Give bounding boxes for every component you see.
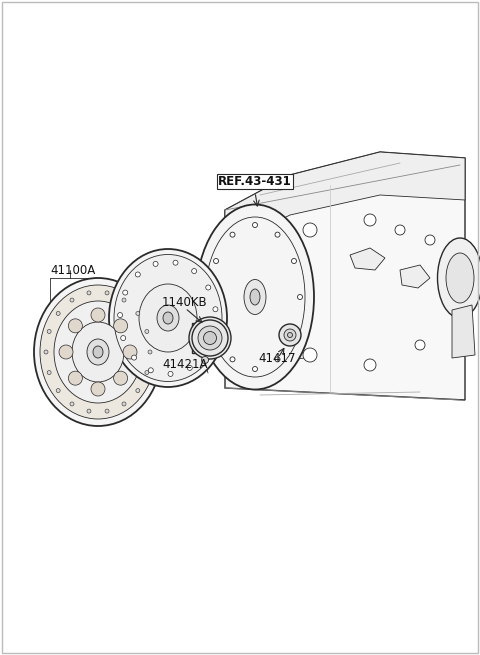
Text: 1140KB: 1140KB — [162, 297, 208, 310]
Polygon shape — [192, 323, 222, 353]
Ellipse shape — [303, 348, 317, 362]
Ellipse shape — [135, 272, 140, 277]
Polygon shape — [225, 152, 465, 400]
Ellipse shape — [54, 301, 142, 403]
Ellipse shape — [120, 335, 126, 341]
Ellipse shape — [252, 223, 257, 227]
Ellipse shape — [34, 278, 162, 426]
Ellipse shape — [214, 331, 218, 335]
Ellipse shape — [132, 355, 136, 360]
Text: 41100A: 41100A — [50, 263, 95, 276]
Ellipse shape — [157, 305, 179, 331]
Ellipse shape — [204, 331, 216, 345]
Ellipse shape — [145, 371, 149, 375]
Ellipse shape — [123, 290, 128, 295]
Ellipse shape — [207, 295, 213, 299]
Ellipse shape — [230, 357, 235, 362]
Ellipse shape — [47, 329, 51, 333]
Text: REF.43-431: REF.43-431 — [218, 175, 292, 188]
Ellipse shape — [192, 320, 228, 356]
Ellipse shape — [153, 261, 158, 267]
Ellipse shape — [70, 402, 74, 406]
Ellipse shape — [145, 329, 149, 333]
Ellipse shape — [87, 409, 91, 413]
Ellipse shape — [91, 308, 105, 322]
Ellipse shape — [91, 382, 105, 396]
Ellipse shape — [68, 319, 83, 333]
Ellipse shape — [122, 298, 126, 302]
Ellipse shape — [123, 345, 137, 359]
Ellipse shape — [148, 350, 152, 354]
Ellipse shape — [244, 280, 266, 314]
Ellipse shape — [252, 367, 257, 371]
Ellipse shape — [192, 269, 197, 274]
Ellipse shape — [213, 307, 218, 312]
Ellipse shape — [56, 311, 60, 316]
Polygon shape — [452, 305, 475, 358]
Ellipse shape — [93, 346, 103, 358]
Ellipse shape — [395, 225, 405, 235]
Polygon shape — [350, 248, 385, 270]
Ellipse shape — [168, 371, 173, 377]
Ellipse shape — [70, 298, 74, 302]
Ellipse shape — [122, 402, 126, 406]
Ellipse shape — [425, 235, 435, 245]
Ellipse shape — [275, 357, 280, 362]
Ellipse shape — [109, 249, 227, 387]
Ellipse shape — [56, 388, 60, 392]
Ellipse shape — [212, 330, 217, 335]
Ellipse shape — [415, 340, 425, 350]
Ellipse shape — [303, 223, 317, 237]
Ellipse shape — [105, 291, 109, 295]
Ellipse shape — [279, 324, 301, 346]
Text: 41421A: 41421A — [162, 358, 207, 371]
Ellipse shape — [275, 232, 280, 237]
Ellipse shape — [187, 365, 192, 370]
Ellipse shape — [136, 388, 140, 392]
Ellipse shape — [139, 284, 197, 352]
Ellipse shape — [198, 326, 222, 350]
Ellipse shape — [59, 345, 73, 359]
Ellipse shape — [114, 371, 128, 385]
Text: 41417: 41417 — [258, 352, 296, 364]
Ellipse shape — [173, 260, 178, 265]
Ellipse shape — [437, 238, 480, 318]
Ellipse shape — [214, 259, 218, 263]
Ellipse shape — [87, 291, 91, 295]
Ellipse shape — [136, 311, 140, 316]
Ellipse shape — [291, 331, 297, 335]
Ellipse shape — [118, 312, 122, 318]
Ellipse shape — [250, 289, 260, 305]
Ellipse shape — [189, 317, 231, 359]
Ellipse shape — [148, 367, 153, 373]
Ellipse shape — [206, 285, 211, 290]
Ellipse shape — [114, 319, 128, 333]
Ellipse shape — [298, 295, 302, 299]
Ellipse shape — [202, 356, 208, 364]
Ellipse shape — [203, 350, 208, 356]
Ellipse shape — [291, 259, 297, 263]
Ellipse shape — [196, 204, 314, 390]
Ellipse shape — [40, 285, 156, 419]
Ellipse shape — [364, 359, 376, 371]
Ellipse shape — [284, 329, 296, 341]
Ellipse shape — [230, 232, 235, 237]
Ellipse shape — [163, 312, 173, 324]
Ellipse shape — [68, 371, 83, 385]
Ellipse shape — [44, 350, 48, 354]
Ellipse shape — [364, 214, 376, 226]
Ellipse shape — [87, 339, 109, 365]
Ellipse shape — [114, 255, 222, 381]
Ellipse shape — [105, 409, 109, 413]
Polygon shape — [400, 265, 430, 288]
Ellipse shape — [288, 333, 292, 337]
Ellipse shape — [47, 371, 51, 375]
Ellipse shape — [72, 322, 124, 382]
Ellipse shape — [205, 217, 305, 377]
Polygon shape — [225, 152, 465, 248]
Ellipse shape — [446, 253, 474, 303]
